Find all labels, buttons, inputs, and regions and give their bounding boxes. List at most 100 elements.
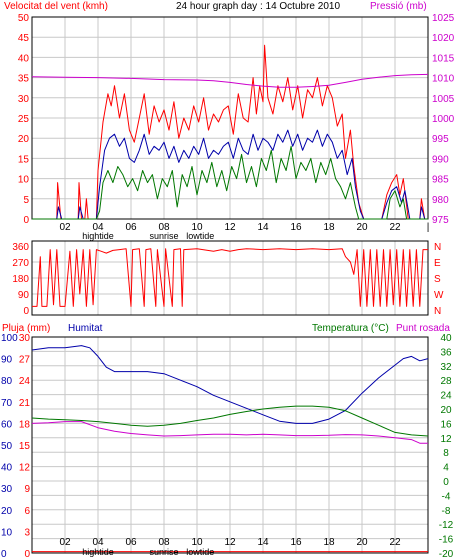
temperature-tick-label: -16 <box>439 535 454 546</box>
wind-tick-label: 10 <box>18 175 30 186</box>
wind-tick-label: 50 <box>18 13 30 24</box>
humidity-tick-label: 0 <box>1 549 7 559</box>
graph-date-title: 24 hour graph day : 14 Octubre 2010 <box>176 1 340 12</box>
panel1-frame <box>31 16 429 220</box>
temperature-tick-label: 0 <box>443 477 449 488</box>
wind-tick-label: 25 <box>18 114 30 125</box>
rain-tick-label: 18 <box>19 419 31 430</box>
wind-speed-axis: 0 5 10 15 20 25 30 35 40 45 50 <box>18 13 30 226</box>
hour-tick-label: 14 <box>257 222 269 233</box>
direction-tick-label: 360 <box>12 242 29 253</box>
hour-tick-label: 22 <box>389 537 401 548</box>
pressure-tick-label: 1025 <box>432 13 455 24</box>
panel3-series <box>31 345 429 553</box>
hour-tick-label: 04 <box>92 537 104 548</box>
panel3-frame <box>31 336 429 554</box>
compass-tick-label: W <box>434 290 444 301</box>
rain-tick-label: 21 <box>19 398 31 409</box>
panel3-grid <box>32 337 428 553</box>
hour-tick-label: 06 <box>125 537 137 548</box>
hour-tick-label: 12 <box>224 222 236 233</box>
hour-tick-label: 12 <box>224 537 236 548</box>
hour-tick-label: 16 <box>290 222 302 233</box>
hour-tick-label: 04 <box>92 222 104 233</box>
humidity-temperature-panel: 0102030405060708090100036912151821242730… <box>1 333 454 559</box>
rain-tick-label: 9 <box>24 484 30 495</box>
humidity-tick-label: 70 <box>1 398 13 409</box>
temperature-tick-label: 4 <box>443 463 449 474</box>
wind-tick-label: 0 <box>23 215 29 226</box>
direction-tick-label: 0 <box>23 306 29 317</box>
humidity-tick-label: 80 <box>1 376 13 387</box>
series-temperature <box>31 405 429 437</box>
hour-tick-label: 02 <box>59 222 71 233</box>
pressure-tick-label: 1015 <box>432 53 455 64</box>
wind-tick-label: 5 <box>23 195 29 206</box>
panel3-hour-labels: 02 04 06 08 10 12 14 16 18 20 22 | hightide sunrise lo… <box>59 537 429 557</box>
series-dewpoint <box>31 421 428 444</box>
pressure-tick-label: 1005 <box>432 94 455 105</box>
pressure-tick-label: 1010 <box>432 74 455 85</box>
event-label-lowtide: lowtide <box>186 547 214 557</box>
pressure-title: Pressió (mb) <box>370 1 427 12</box>
temperature-tick-label: 32 <box>440 362 452 373</box>
rain-title: Pluja (mm) <box>2 323 50 334</box>
hour-tick-label: | <box>427 222 430 233</box>
compass-tick-label: N <box>434 306 441 317</box>
temperature-tick-label: 8 <box>443 448 449 459</box>
pressure-tick-label: 995 <box>432 134 449 145</box>
event-label-sunrise: sunrise <box>149 231 178 241</box>
temperature-tick-label: -20 <box>439 549 454 559</box>
wind-tick-label: 40 <box>18 53 30 64</box>
hour-tick-label: 10 <box>191 222 203 233</box>
hour-tick-label: 08 <box>158 222 170 233</box>
hour-tick-label: 16 <box>290 537 302 548</box>
wind-tick-label: 20 <box>18 134 30 145</box>
series-direction <box>32 248 428 307</box>
hour-tick-label: 18 <box>323 537 335 548</box>
event-label-sunrise: sunrise <box>149 547 178 557</box>
temperature-tick-label: 20 <box>440 405 452 416</box>
event-label-lowtide: lowtide <box>186 231 214 241</box>
temperature-tick-label: 40 <box>440 333 452 344</box>
humidity-title: Humitat <box>68 323 103 334</box>
event-label-hightide: hightide <box>82 547 114 557</box>
humidity-tick-label: 40 <box>1 463 13 474</box>
panel1-series <box>31 44 429 220</box>
dewpoint-title: Punt rosada <box>396 323 450 334</box>
temperature-title: Temperatura (°C) <box>312 323 389 334</box>
wind-tick-label: 45 <box>18 33 30 44</box>
hour-tick-label: 02 <box>59 537 71 548</box>
direction-tick-label: 90 <box>18 290 30 301</box>
series-wind_avg <box>32 129 428 220</box>
panel2-frame <box>31 240 429 316</box>
humidity-tick-label: 100 <box>1 333 18 344</box>
temperature-tick-label: 16 <box>440 419 452 430</box>
wind-tick-label: 15 <box>18 154 30 165</box>
temperature-tick-label: -8 <box>442 506 451 517</box>
rain-tick-label: 27 <box>19 355 31 366</box>
series-pressure <box>31 73 429 88</box>
humidity-tick-label: 90 <box>1 355 13 366</box>
series-wind_max <box>32 44 428 220</box>
wind-tick-label: 30 <box>18 94 30 105</box>
humidity-tick-label: 60 <box>1 419 13 430</box>
pressure-axis: 975 980 985 990 995 1000 1005 1010 1015 1020 1025 <box>432 13 455 226</box>
wind-speed-title: Velocitat del vent (kmh) <box>4 1 108 12</box>
temperature-tick-label: 36 <box>440 347 452 358</box>
series-wind_min <box>32 145 428 220</box>
compass-tick-label: E <box>434 258 441 269</box>
pressure-tick-label: 1020 <box>432 33 455 44</box>
direction-tick-label: 270 <box>12 258 29 269</box>
humidity-tick-label: 30 <box>1 484 13 495</box>
rain-tick-label: 6 <box>24 506 30 517</box>
compass-tick-label: N <box>434 242 441 253</box>
hour-tick-label: 10 <box>191 537 203 548</box>
humidity-tick-label: 10 <box>1 527 13 538</box>
temperature-tick-label: 12 <box>440 434 452 445</box>
rain-tick-label: 15 <box>19 441 31 452</box>
rain-tick-label: 0 <box>24 549 30 559</box>
